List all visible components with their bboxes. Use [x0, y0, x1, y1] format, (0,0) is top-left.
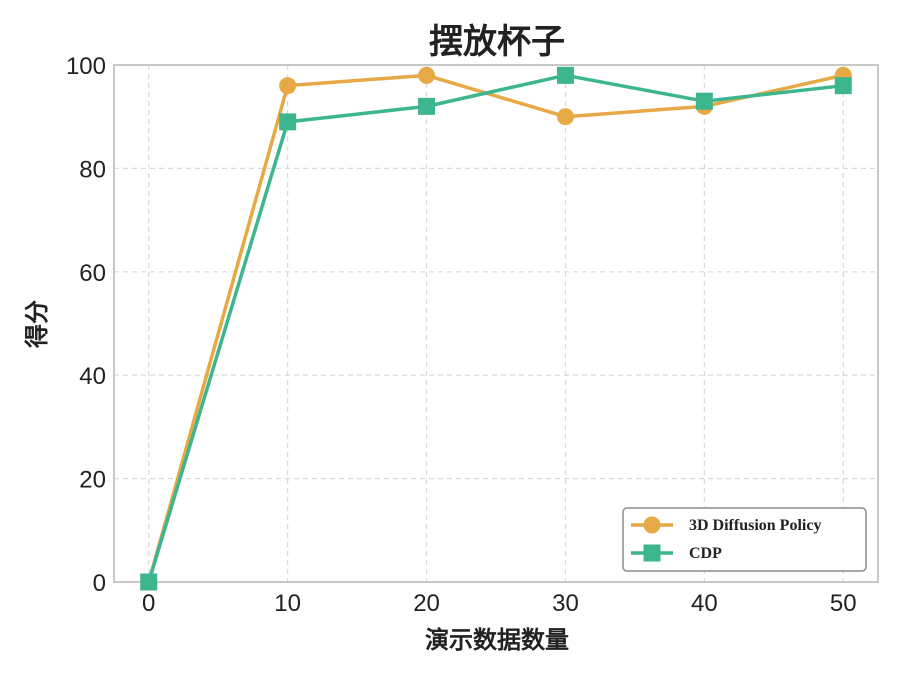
data-point [279, 77, 297, 95]
legend-frame [622, 507, 867, 572]
x-tick-label: 50 [830, 590, 857, 617]
x-tick-label: 0 [142, 590, 155, 617]
y-tick-label: 20 [79, 467, 106, 494]
series-line [147, 73, 844, 583]
data-point [418, 97, 436, 115]
y-axis-ticks: 0 20 40 60 80 100 [66, 53, 106, 597]
series-line [147, 73, 844, 583]
grid [114, 65, 878, 582]
x-tick-label: 10 [274, 590, 301, 617]
legend: 3D Diffusion Policy CDP [622, 507, 867, 572]
y-tick-label: 100 [66, 53, 106, 80]
data-point [556, 108, 574, 126]
legend-label: CDP [689, 545, 722, 562]
legend-entry: 3D Diffusion Policy [631, 516, 821, 534]
data-point [140, 573, 158, 591]
data-point [556, 66, 574, 84]
y-tick-label: 0 [93, 570, 106, 597]
x-axis-ticks: 0 10 20 30 40 50 [142, 590, 857, 617]
data-point [834, 77, 852, 95]
plot-area-frame [113, 64, 879, 583]
data-point [695, 92, 713, 110]
x-tick-label: 30 [552, 590, 579, 617]
series-layer [140, 66, 852, 591]
legend-label: 3D Diffusion Policy [689, 517, 821, 534]
y-tick-label: 60 [79, 260, 106, 287]
y-axis-label: 得分 [22, 300, 51, 349]
x-tick-label: 20 [413, 590, 440, 617]
x-tick-label: 40 [691, 590, 718, 617]
legend-marker [643, 544, 661, 562]
chart-title: 摆放杯子 [429, 22, 565, 62]
legend-entry: CDP [631, 544, 722, 562]
data-point [418, 66, 436, 84]
y-tick-label: 40 [79, 363, 106, 390]
legend-marker [643, 516, 661, 534]
x-axis-label: 演示数据数量 [425, 625, 569, 654]
y-tick-label: 80 [79, 156, 106, 183]
series-1 [140, 66, 852, 591]
data-point [279, 113, 297, 131]
